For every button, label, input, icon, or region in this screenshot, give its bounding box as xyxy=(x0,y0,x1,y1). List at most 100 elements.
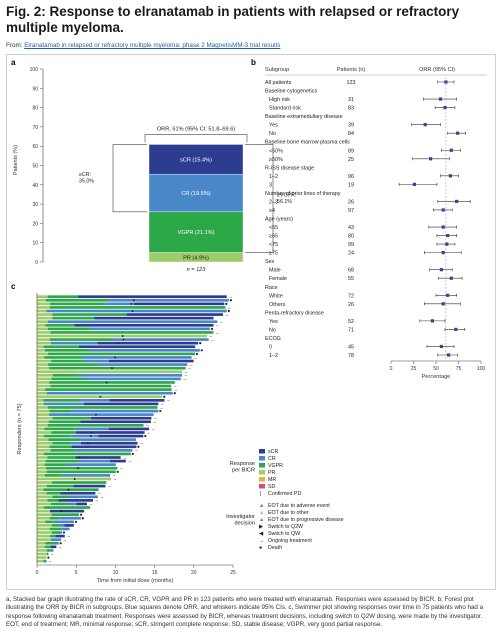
swim-bar-pr xyxy=(37,320,49,324)
orr-square xyxy=(448,174,452,178)
forest-row-n: 72 xyxy=(348,293,354,299)
swim-bar-cr xyxy=(79,459,111,463)
swim-bar-cr xyxy=(66,463,116,466)
x-tick-label: 15 xyxy=(152,570,158,576)
switch-q2w-marker xyxy=(99,395,102,399)
swim-bar-pr xyxy=(37,545,45,549)
forest-row-n: 39 xyxy=(348,123,354,129)
swim-bar-vgpr xyxy=(48,352,195,356)
swim-bar-cr xyxy=(82,356,192,359)
swim-bar-pr xyxy=(37,506,44,509)
legend-symbol: ◀ xyxy=(259,531,263,537)
swim-bar-cr xyxy=(89,348,200,352)
swim-bar-pr xyxy=(37,491,47,495)
swim-bar-pr xyxy=(37,352,49,356)
bar-segment-scr xyxy=(148,144,244,175)
panel-label-c: c xyxy=(11,282,16,291)
col-header-orr: ORR (95% CI) xyxy=(419,67,455,73)
legend-investigator-title: Investigator decision xyxy=(226,514,255,527)
legend-investigator-label: EOT due to progressive disease xyxy=(268,517,344,523)
swim-bar-pr xyxy=(37,313,53,316)
forest-row-label: 0 xyxy=(269,344,272,350)
swim-bar-vgpr xyxy=(48,363,99,366)
swim-bar-vgpr xyxy=(51,359,85,363)
cr-annotation: ≥CR: 35.0% xyxy=(79,172,94,184)
source-line: From: Elranatamab in relapsed or refract… xyxy=(6,42,280,49)
death-marker xyxy=(74,520,78,523)
swim-bar-cr xyxy=(77,373,183,377)
swim-bar-cr xyxy=(70,441,81,445)
swim-bar-pr xyxy=(37,466,46,470)
orr-square xyxy=(423,123,427,127)
death-marker xyxy=(199,342,202,345)
switch-q2w-marker xyxy=(95,413,98,416)
source-article-link[interactable]: Elranatamab in relapsed or refractory mu… xyxy=(24,42,281,49)
swim-bar-pr xyxy=(37,538,52,542)
x-tick-label: 20 xyxy=(191,570,197,576)
swim-bar-vgpr xyxy=(51,481,107,484)
legend-swatch xyxy=(259,484,265,489)
swim-bar-scr xyxy=(110,459,126,463)
swim-bar-vgpr xyxy=(46,484,74,488)
y-tick-label: 50 xyxy=(32,164,38,170)
orr-square xyxy=(412,182,416,186)
forest-row-label: No xyxy=(269,131,276,137)
forest-row-label: No xyxy=(269,327,276,333)
x-tick-label: 5 xyxy=(75,570,78,576)
swim-bar-pr xyxy=(37,377,52,381)
x-tick-label: 25 xyxy=(230,570,236,576)
swim-bar-pr xyxy=(37,327,48,331)
ongoing-arrow: → xyxy=(152,419,157,424)
swim-bar-cr xyxy=(84,359,109,363)
forest-group-header: Baseline extramedullary disease xyxy=(265,114,343,120)
y-axis-label: Responders (n = 75) xyxy=(17,403,23,454)
ongoing-arrow: → xyxy=(134,448,139,453)
swim-bar-pr xyxy=(37,527,50,531)
orr-square xyxy=(441,302,445,306)
switch-q2w-marker xyxy=(132,298,136,302)
ongoing-arrow: → xyxy=(99,494,104,499)
swim-bar-cr xyxy=(90,327,210,331)
swim-bar-scr xyxy=(76,502,87,506)
swim-bar-scr xyxy=(73,484,106,488)
swim-bar-pr xyxy=(37,431,52,434)
swim-bar-vgpr xyxy=(52,441,71,445)
panel-label-a: a xyxy=(11,58,16,67)
orr-square xyxy=(445,242,449,246)
forest-row-label: <50% xyxy=(269,148,283,154)
forest-row-n: 45 xyxy=(348,344,354,350)
forest-row-label: <75 xyxy=(269,242,278,248)
legend-marker-pd: | xyxy=(260,491,261,497)
switch-q2w-marker xyxy=(131,309,135,313)
swim-bar-vgpr xyxy=(49,381,175,384)
swim-bar-vgpr xyxy=(52,416,91,420)
swim-bar-cr xyxy=(61,527,70,531)
swim-bar-scr xyxy=(90,416,152,420)
swim-bar-vgpr xyxy=(45,520,54,524)
swim-bar-vgpr xyxy=(47,423,144,427)
swim-bar-vgpr xyxy=(44,427,75,431)
legend-investigator-label: Switch to QW xyxy=(268,531,300,537)
switch-q2w-marker xyxy=(60,509,63,513)
swim-bar-vgpr xyxy=(46,549,51,552)
cr-bracket xyxy=(112,144,147,213)
death-marker xyxy=(159,409,162,413)
death-marker xyxy=(81,517,84,520)
swim-bar-pr xyxy=(37,463,45,466)
swim-bar-cr xyxy=(108,298,229,302)
ongoing-arrow: → xyxy=(182,376,187,381)
swim-bar-pr xyxy=(37,366,50,370)
swim-bar-pr xyxy=(37,413,50,416)
figure-caption: a, Stacked bar graph illustrating the ra… xyxy=(6,596,484,629)
legend-swatch xyxy=(259,470,265,475)
swim-bar-scr xyxy=(58,499,94,502)
swim-bar-pr xyxy=(37,531,52,534)
forest-row-n: 99 xyxy=(348,242,354,248)
swim-bar-pr xyxy=(37,509,51,513)
switch-q2w-marker xyxy=(78,456,82,459)
ongoing-arrow: → xyxy=(112,476,117,481)
swim-bar-vgpr xyxy=(45,466,118,470)
swim-bar-vgpr xyxy=(51,531,60,534)
swim-bar-cr xyxy=(48,320,218,324)
forest-row-n: 71 xyxy=(348,327,354,333)
